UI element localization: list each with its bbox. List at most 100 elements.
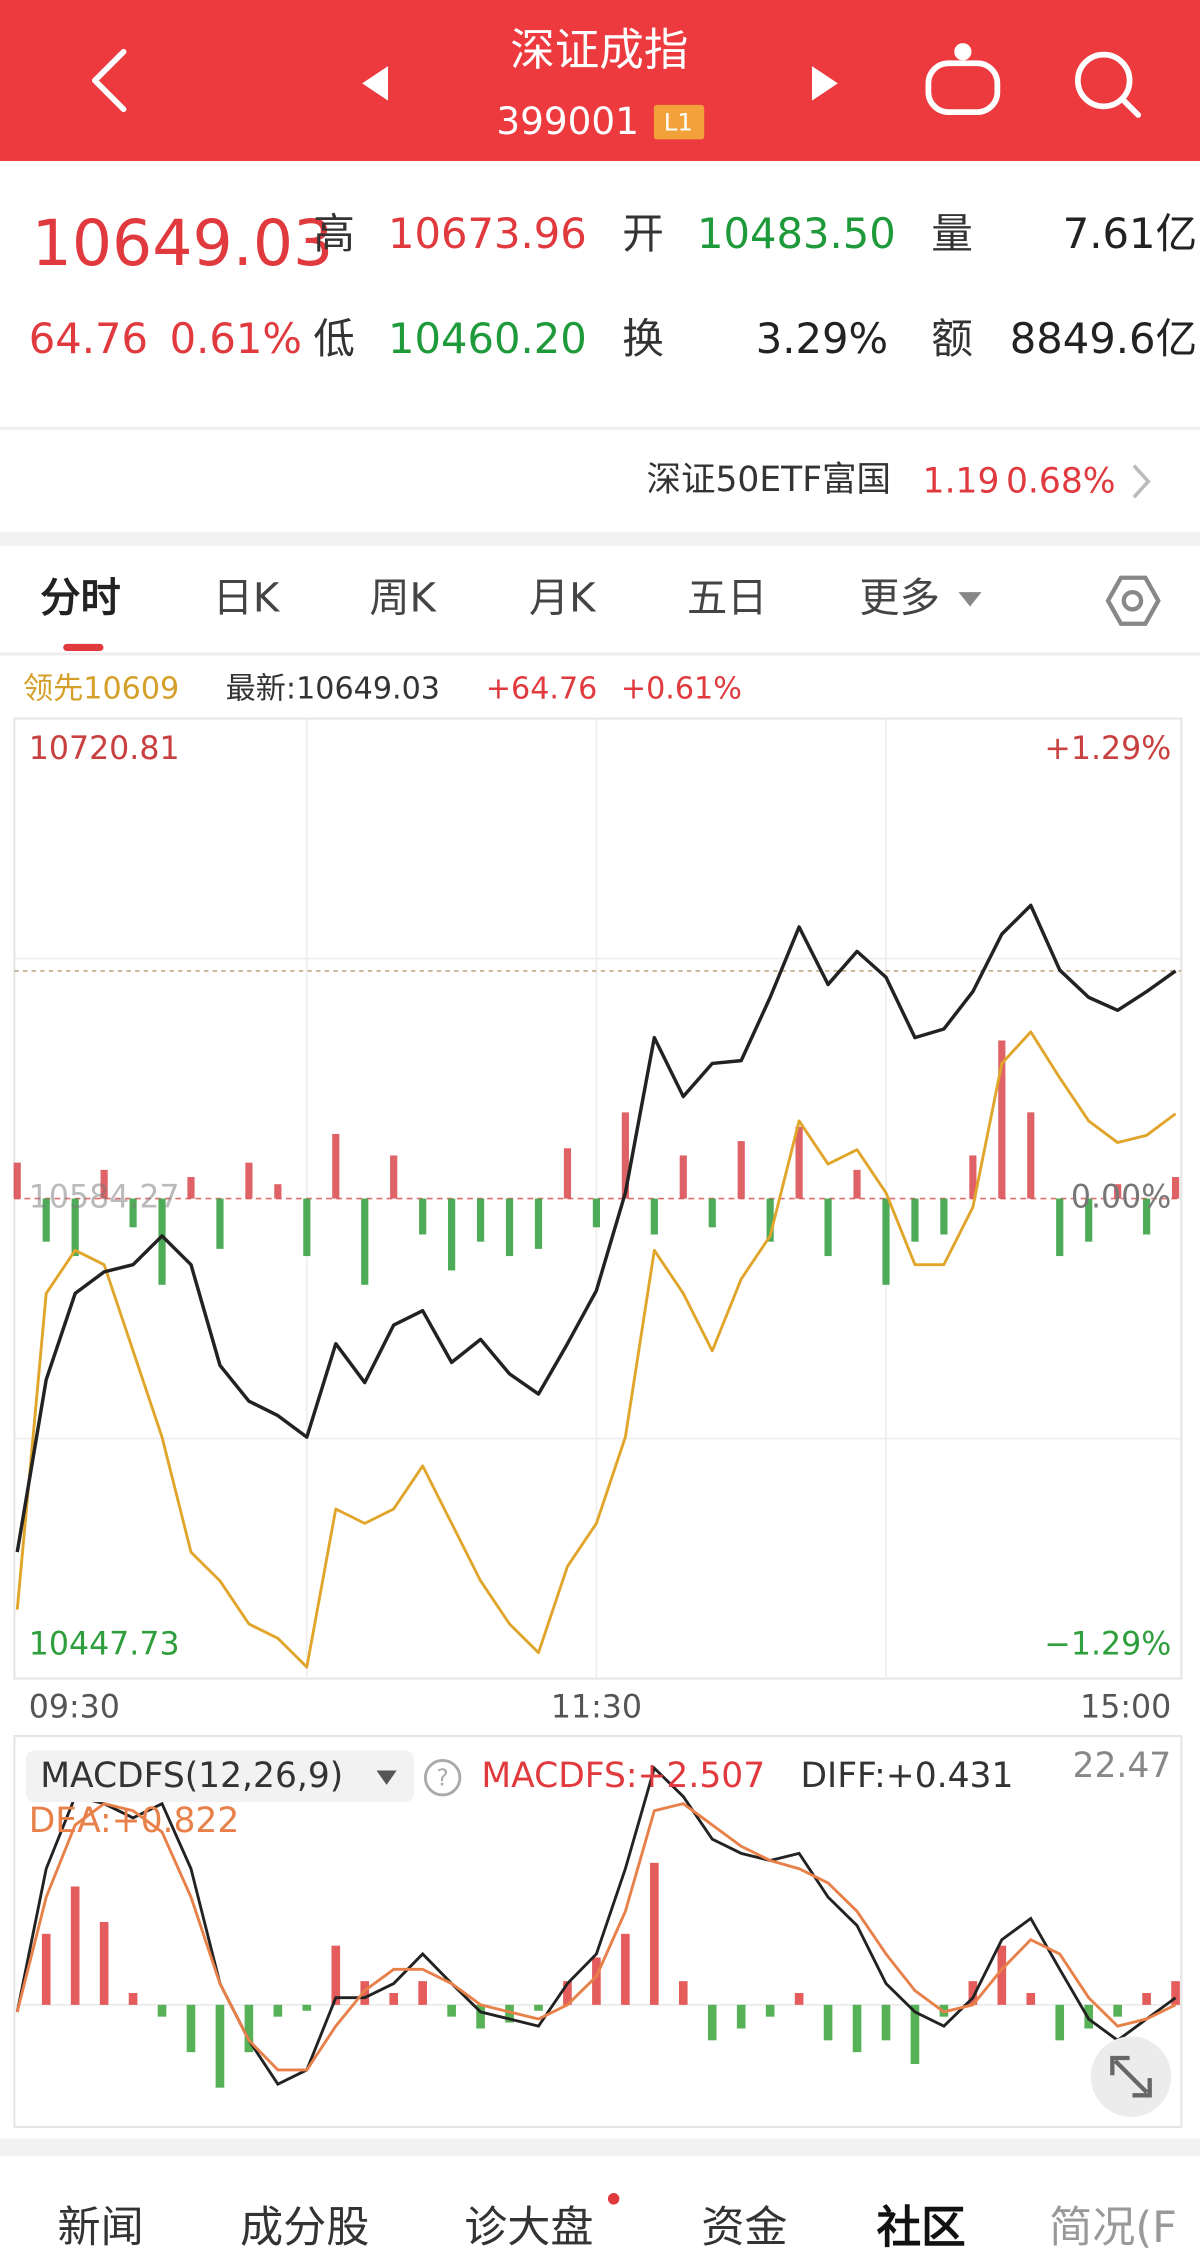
flow-bar xyxy=(303,1198,311,1257)
nav-item[interactable]: 诊大盘 xyxy=(464,2203,593,2253)
y-tick-label: 10720.81 xyxy=(29,731,180,767)
search-handle xyxy=(1119,96,1142,118)
field-label: 换 xyxy=(622,314,664,363)
etf-name: 深证50ETF富国 xyxy=(647,460,892,500)
separator xyxy=(0,2138,1200,2156)
legend-entry: DEA:+0.822 xyxy=(29,1801,240,1841)
badge-text: L1 xyxy=(664,108,693,137)
flow-bar xyxy=(71,1198,79,1257)
nav-item[interactable]: 社区 xyxy=(877,2201,966,2253)
macd-bar xyxy=(331,1945,341,2005)
tab[interactable]: 周K xyxy=(369,576,437,622)
nav-item[interactable]: 新闻 xyxy=(57,2203,143,2253)
macd-bar xyxy=(823,2004,833,2041)
macd-bar xyxy=(852,2004,862,2053)
tab-indicator xyxy=(63,643,104,652)
indicator-title: MACDFS(12,26,9) xyxy=(40,1756,343,1796)
macd-bar xyxy=(910,2004,920,2064)
header-code: 399001 xyxy=(496,99,639,143)
nav-item[interactable]: 简况(F xyxy=(1049,2203,1177,2253)
prev-button[interactable] xyxy=(362,66,389,101)
macd-bar xyxy=(1171,1981,1180,2005)
macd-bar xyxy=(650,1862,659,2005)
change-pct: 0.61% xyxy=(170,314,302,363)
flow-bar xyxy=(187,1177,195,1199)
legend-entry: DIFF:+0.431 xyxy=(800,1756,1013,1796)
macd-bar xyxy=(736,2004,746,2029)
field-value: 7.61亿 xyxy=(1063,209,1197,258)
macd-bar xyxy=(505,2004,514,2023)
flow-bar xyxy=(824,1198,832,1257)
flow-bar xyxy=(42,1198,50,1242)
help-icon[interactable] xyxy=(423,1759,462,1797)
macd-bar xyxy=(794,1992,804,2005)
price-line xyxy=(15,903,1177,1553)
settings-button[interactable] xyxy=(1105,575,1161,626)
legend-entry: MACDFS:+2.507 xyxy=(481,1756,765,1796)
flow-bar xyxy=(1085,1198,1093,1242)
etf-row[interactable]: 深证50ETF富国 1.19 0.68% xyxy=(647,460,1151,501)
robot-button[interactable] xyxy=(925,43,1001,115)
help-mark: ? xyxy=(437,1766,449,1792)
flow-bar xyxy=(505,1198,514,1257)
tab[interactable]: 五日 xyxy=(687,576,767,622)
dropdown-arrow xyxy=(958,592,982,607)
settings-center xyxy=(1121,589,1144,612)
indicator-selector[interactable] xyxy=(25,1750,414,1803)
tab[interactable]: 日K xyxy=(213,576,281,622)
flow-bar xyxy=(1114,1184,1122,1199)
nav-item[interactable]: 资金 xyxy=(701,2203,787,2253)
flow-bar xyxy=(795,1126,803,1199)
flow-bar xyxy=(100,1169,108,1199)
macd-bar xyxy=(563,1981,572,2005)
macd-bar xyxy=(157,2004,167,2017)
change: 64.76 xyxy=(29,314,148,363)
flow-bar xyxy=(911,1198,919,1242)
field-value: 3.29% xyxy=(756,314,888,363)
macd-bar xyxy=(621,1933,630,2005)
macd-bar xyxy=(128,1992,138,2005)
tab[interactable]: 月K xyxy=(529,576,597,622)
macd-bar xyxy=(968,1981,978,2005)
etf-chevron xyxy=(1132,464,1151,499)
macd-bar xyxy=(389,1992,399,2005)
macd-bar xyxy=(1142,1992,1151,2005)
fullscreen-button[interactable] xyxy=(1090,2036,1172,2117)
flow-bar xyxy=(13,1162,21,1199)
tab[interactable]: 分时 xyxy=(40,576,120,622)
lead-value: 领先10609 xyxy=(23,671,179,706)
macd-bar xyxy=(302,2004,312,2011)
etf-pct: 0.68% xyxy=(1006,461,1116,501)
flow-bar xyxy=(448,1198,456,1271)
field-label: 低 xyxy=(313,314,355,363)
notification-dot xyxy=(607,2193,620,2205)
flow-bar xyxy=(534,1198,543,1249)
nav-item[interactable]: 成分股 xyxy=(240,2203,369,2253)
flow-bar xyxy=(390,1155,398,1199)
flow-bar xyxy=(563,1148,572,1199)
macd-bar xyxy=(765,2004,775,2017)
flow-bar xyxy=(708,1198,716,1228)
macd-bar xyxy=(1113,2004,1122,2017)
flow-bar xyxy=(129,1198,137,1228)
flow-bar xyxy=(940,1198,948,1235)
flow-bar xyxy=(274,1184,282,1199)
macd-bar xyxy=(418,1981,427,2005)
search-button[interactable] xyxy=(1074,51,1142,118)
macd-bar xyxy=(592,1957,601,2005)
info-change: +64.76 xyxy=(486,671,598,706)
y-tick-label: 10447.73 xyxy=(29,1627,180,1663)
tab[interactable]: 更多 xyxy=(859,576,939,622)
field-value: 10460.20 xyxy=(388,314,587,363)
macd-bar xyxy=(1055,2004,1065,2041)
back-button[interactable] xyxy=(91,48,127,113)
flow-bar xyxy=(245,1162,253,1199)
macd-bar xyxy=(881,2004,891,2041)
separator xyxy=(0,531,1200,547)
macd-bar xyxy=(476,2004,485,2029)
next-button[interactable] xyxy=(811,66,838,101)
flow-bar xyxy=(766,1198,774,1242)
header-title: 深证成指 xyxy=(510,24,688,76)
info-pct: +0.61% xyxy=(621,671,742,706)
